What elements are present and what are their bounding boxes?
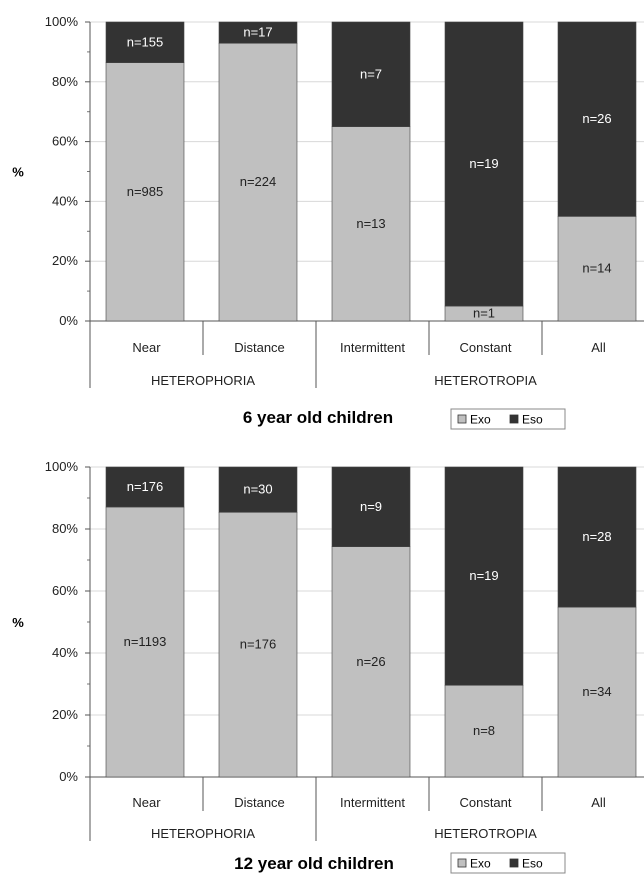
chart1-data-label-eso-all: n=26	[582, 111, 611, 126]
chart1-legend-box	[450, 408, 566, 430]
chart2-bar-exo-intermittent	[331, 546, 411, 778]
chart1-bar-exo-intermittent	[331, 126, 411, 322]
chart1-y-tick-label: 0%	[59, 313, 78, 328]
chart2-bar-exo-constant	[444, 684, 524, 778]
chart2-legend-label-eso: Eso	[522, 857, 543, 871]
chart2-y-tick-label: 20%	[52, 707, 78, 722]
chart1-legend-label-exo: Exo	[470, 413, 491, 427]
chart2-bar-exo-distance	[218, 511, 298, 778]
chart2-category-label: Distance	[234, 795, 285, 810]
chart1-data-label-exo-distance: n=224	[240, 174, 277, 189]
chart1-category-label: Intermittent	[340, 340, 405, 355]
chart2-data-label-exo-distance: n=176	[240, 637, 277, 652]
chart2-legend-label-exo: Exo	[470, 857, 491, 871]
chart2-data-label-eso-intermittent: n=9	[360, 499, 382, 514]
chart1-y-tick-label: 60%	[52, 134, 78, 149]
chart1-bar-exo-near	[105, 62, 185, 322]
chart1-legend-swatch-exo	[457, 414, 467, 424]
chart2-data-label-eso-distance: n=30	[243, 482, 272, 497]
chart2-category-label: Near	[132, 795, 161, 810]
chart1-y-tick-label: 80%	[52, 74, 78, 89]
chart2-y-tick-label: 100%	[45, 459, 79, 474]
chart1-bar-eso-intermittent	[331, 21, 411, 127]
chart2-y-tick-label: 40%	[52, 645, 78, 660]
chart1-bar-exo-distance	[218, 42, 298, 322]
chart1-bar-exo-all	[557, 216, 637, 322]
chart2-data-label-eso-constant: n=19	[469, 568, 498, 583]
chart2-bar-eso-all	[557, 466, 637, 608]
chart1-data-label-eso-intermittent: n=7	[360, 66, 382, 81]
chart1-bar-eso-all	[557, 21, 637, 217]
chart2-data-label-exo-near: n=1193	[124, 634, 167, 649]
chart1-legend-label-eso: Eso	[522, 413, 543, 427]
chart2-data-label-exo-constant: n=8	[473, 723, 495, 738]
chart2-y-axis-label: %	[12, 615, 24, 630]
chart1-y-tick-label: 20%	[52, 253, 78, 268]
chart2-data-label-eso-all: n=28	[582, 529, 611, 544]
chart1-data-label-exo-intermittent: n=13	[356, 216, 385, 231]
chart1-category-label: Near	[132, 340, 161, 355]
chart2-bar-eso-near	[105, 466, 185, 508]
chart1-data-label-eso-constant: n=19	[469, 156, 498, 171]
chart1-group-label: HETEROPHORIA	[151, 373, 255, 388]
chart2-data-label-exo-all: n=34	[582, 684, 611, 699]
chart1-data-label-exo-near: n=985	[127, 184, 164, 199]
chart1-group-label: HETEROTROPIA	[434, 373, 537, 388]
chart2-bar-eso-intermittent	[331, 466, 411, 547]
chart2-category-label: All	[591, 795, 606, 810]
chart1-category-label: All	[591, 340, 606, 355]
chart2-data-label-exo-intermittent: n=26	[356, 654, 385, 669]
chart2-bar-eso-distance	[218, 466, 298, 513]
chart2-bar-exo-near	[105, 506, 185, 778]
chart1-bar-eso-near	[105, 21, 185, 63]
chart2-category-label: Constant	[459, 795, 511, 810]
chart1-bar-eso-constant	[444, 21, 524, 307]
chart1-category-label: Distance	[234, 340, 285, 355]
chart1-data-label-eso-near: n=155	[127, 34, 164, 49]
chart2-legend-swatch-eso	[509, 858, 519, 868]
chart2-legend-box	[450, 852, 566, 874]
chart1-data-label-eso-distance: n=17	[243, 25, 272, 40]
chart1-data-label-exo-all: n=14	[582, 261, 611, 276]
chart1-title: 6 year old children	[243, 408, 393, 427]
chart2-legend-swatch-exo	[457, 858, 467, 868]
chart2-group-label: HETEROTROPIA	[434, 826, 537, 841]
chart1-bar-eso-distance	[218, 21, 298, 44]
chart2-data-label-eso-near: n=176	[127, 479, 164, 494]
chart1-category-label: Constant	[459, 340, 511, 355]
chart1-y-tick-label: 100%	[45, 14, 79, 29]
chart2-title: 12 year old children	[234, 854, 394, 873]
chart2-bar-eso-constant	[444, 466, 524, 686]
chart1-y-axis-label: %	[12, 165, 24, 180]
chart1-data-label-exo-constant: n=1	[473, 306, 495, 321]
chart2-category-label: Intermittent	[340, 795, 405, 810]
chart2-y-tick-label: 0%	[59, 769, 78, 784]
chart1-legend-swatch-eso	[509, 414, 519, 424]
chart2-y-tick-label: 80%	[52, 521, 78, 536]
chart1-y-tick-label: 40%	[52, 193, 78, 208]
chart2-y-tick-label: 60%	[52, 583, 78, 598]
chart2-group-label: HETEROPHORIA	[151, 826, 255, 841]
